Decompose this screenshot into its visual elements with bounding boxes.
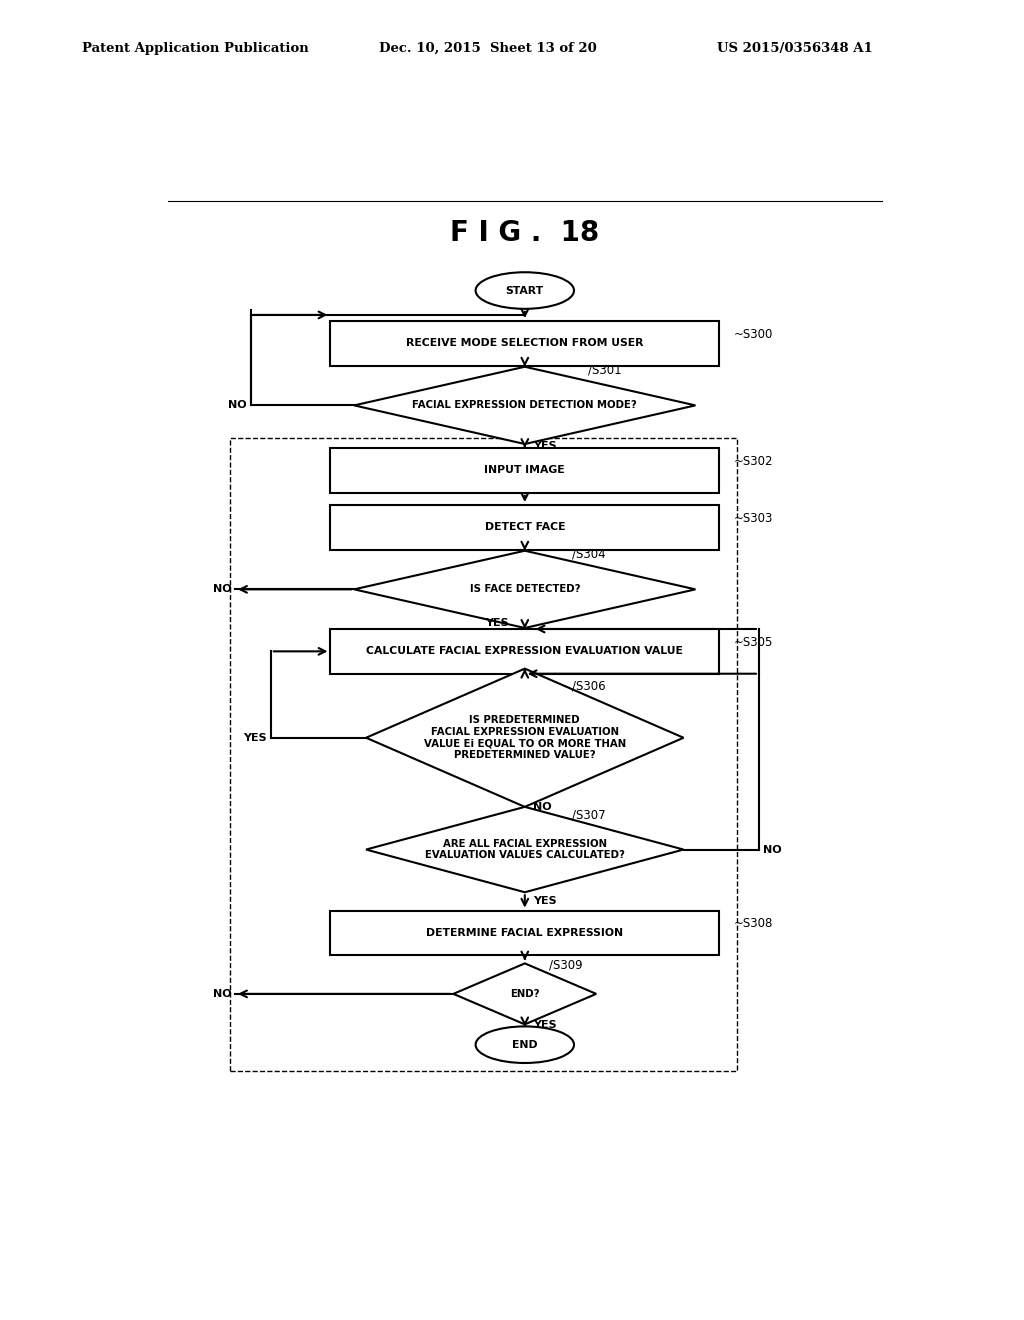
Text: ~S305: ~S305 <box>733 636 773 649</box>
Text: NO: NO <box>763 845 781 854</box>
Bar <box>331 630 719 673</box>
Text: DETERMINE FACIAL EXPRESSION: DETERMINE FACIAL EXPRESSION <box>426 928 624 939</box>
Text: ARE ALL FACIAL EXPRESSION
EVALUATION VALUES CALCULATED?: ARE ALL FACIAL EXPRESSION EVALUATION VAL… <box>425 838 625 861</box>
Text: END?: END? <box>510 989 540 999</box>
Text: /S304: /S304 <box>572 548 606 561</box>
Bar <box>331 447 719 492</box>
Text: YES: YES <box>244 733 267 743</box>
Text: Patent Application Publication: Patent Application Publication <box>82 42 308 55</box>
Text: FACIAL EXPRESSION DETECTION MODE?: FACIAL EXPRESSION DETECTION MODE? <box>413 400 637 411</box>
Text: Dec. 10, 2015  Sheet 13 of 20: Dec. 10, 2015 Sheet 13 of 20 <box>379 42 597 55</box>
Text: IS PREDETERMINED
FACIAL EXPRESSION EVALUATION
VALUE Ei EQUAL TO OR MORE THAN
PRE: IS PREDETERMINED FACIAL EXPRESSION EVALU… <box>424 715 626 760</box>
Text: /S307: /S307 <box>572 809 606 822</box>
Polygon shape <box>354 367 695 444</box>
Text: /S309: /S309 <box>549 958 583 972</box>
Text: YES: YES <box>532 1020 556 1031</box>
Ellipse shape <box>475 1027 574 1063</box>
Bar <box>331 321 719 366</box>
Text: ~S302: ~S302 <box>733 455 773 469</box>
Text: NO: NO <box>228 400 247 411</box>
Polygon shape <box>367 807 684 892</box>
Text: F I G .  18: F I G . 18 <box>451 219 599 247</box>
Text: NO: NO <box>532 801 551 812</box>
Text: END: END <box>512 1040 538 1049</box>
Text: ~S303: ~S303 <box>733 512 773 525</box>
Text: DETECT FACE: DETECT FACE <box>484 523 565 532</box>
Text: RECEIVE MODE SELECTION FROM USER: RECEIVE MODE SELECTION FROM USER <box>407 338 643 348</box>
Text: START: START <box>506 285 544 296</box>
Polygon shape <box>354 550 695 628</box>
Ellipse shape <box>475 272 574 309</box>
Text: NO: NO <box>213 989 231 999</box>
Text: US 2015/0356348 A1: US 2015/0356348 A1 <box>717 42 872 55</box>
Text: ~S308: ~S308 <box>733 917 773 931</box>
Text: IS FACE DETECTED?: IS FACE DETECTED? <box>470 585 580 594</box>
Text: CALCULATE FACIAL EXPRESSION EVALUATION VALUE: CALCULATE FACIAL EXPRESSION EVALUATION V… <box>367 647 683 656</box>
Text: /S306: /S306 <box>572 680 606 693</box>
Bar <box>331 911 719 956</box>
Text: NO: NO <box>213 585 231 594</box>
Polygon shape <box>367 669 684 807</box>
Text: ~S300: ~S300 <box>733 327 773 341</box>
Bar <box>229 438 736 1071</box>
Polygon shape <box>454 964 596 1024</box>
Text: /S301: /S301 <box>588 363 622 376</box>
Text: YES: YES <box>532 896 556 907</box>
Bar <box>331 506 719 549</box>
Text: YES: YES <box>532 441 556 451</box>
Text: YES: YES <box>485 618 509 628</box>
Text: INPUT IMAGE: INPUT IMAGE <box>484 466 565 475</box>
